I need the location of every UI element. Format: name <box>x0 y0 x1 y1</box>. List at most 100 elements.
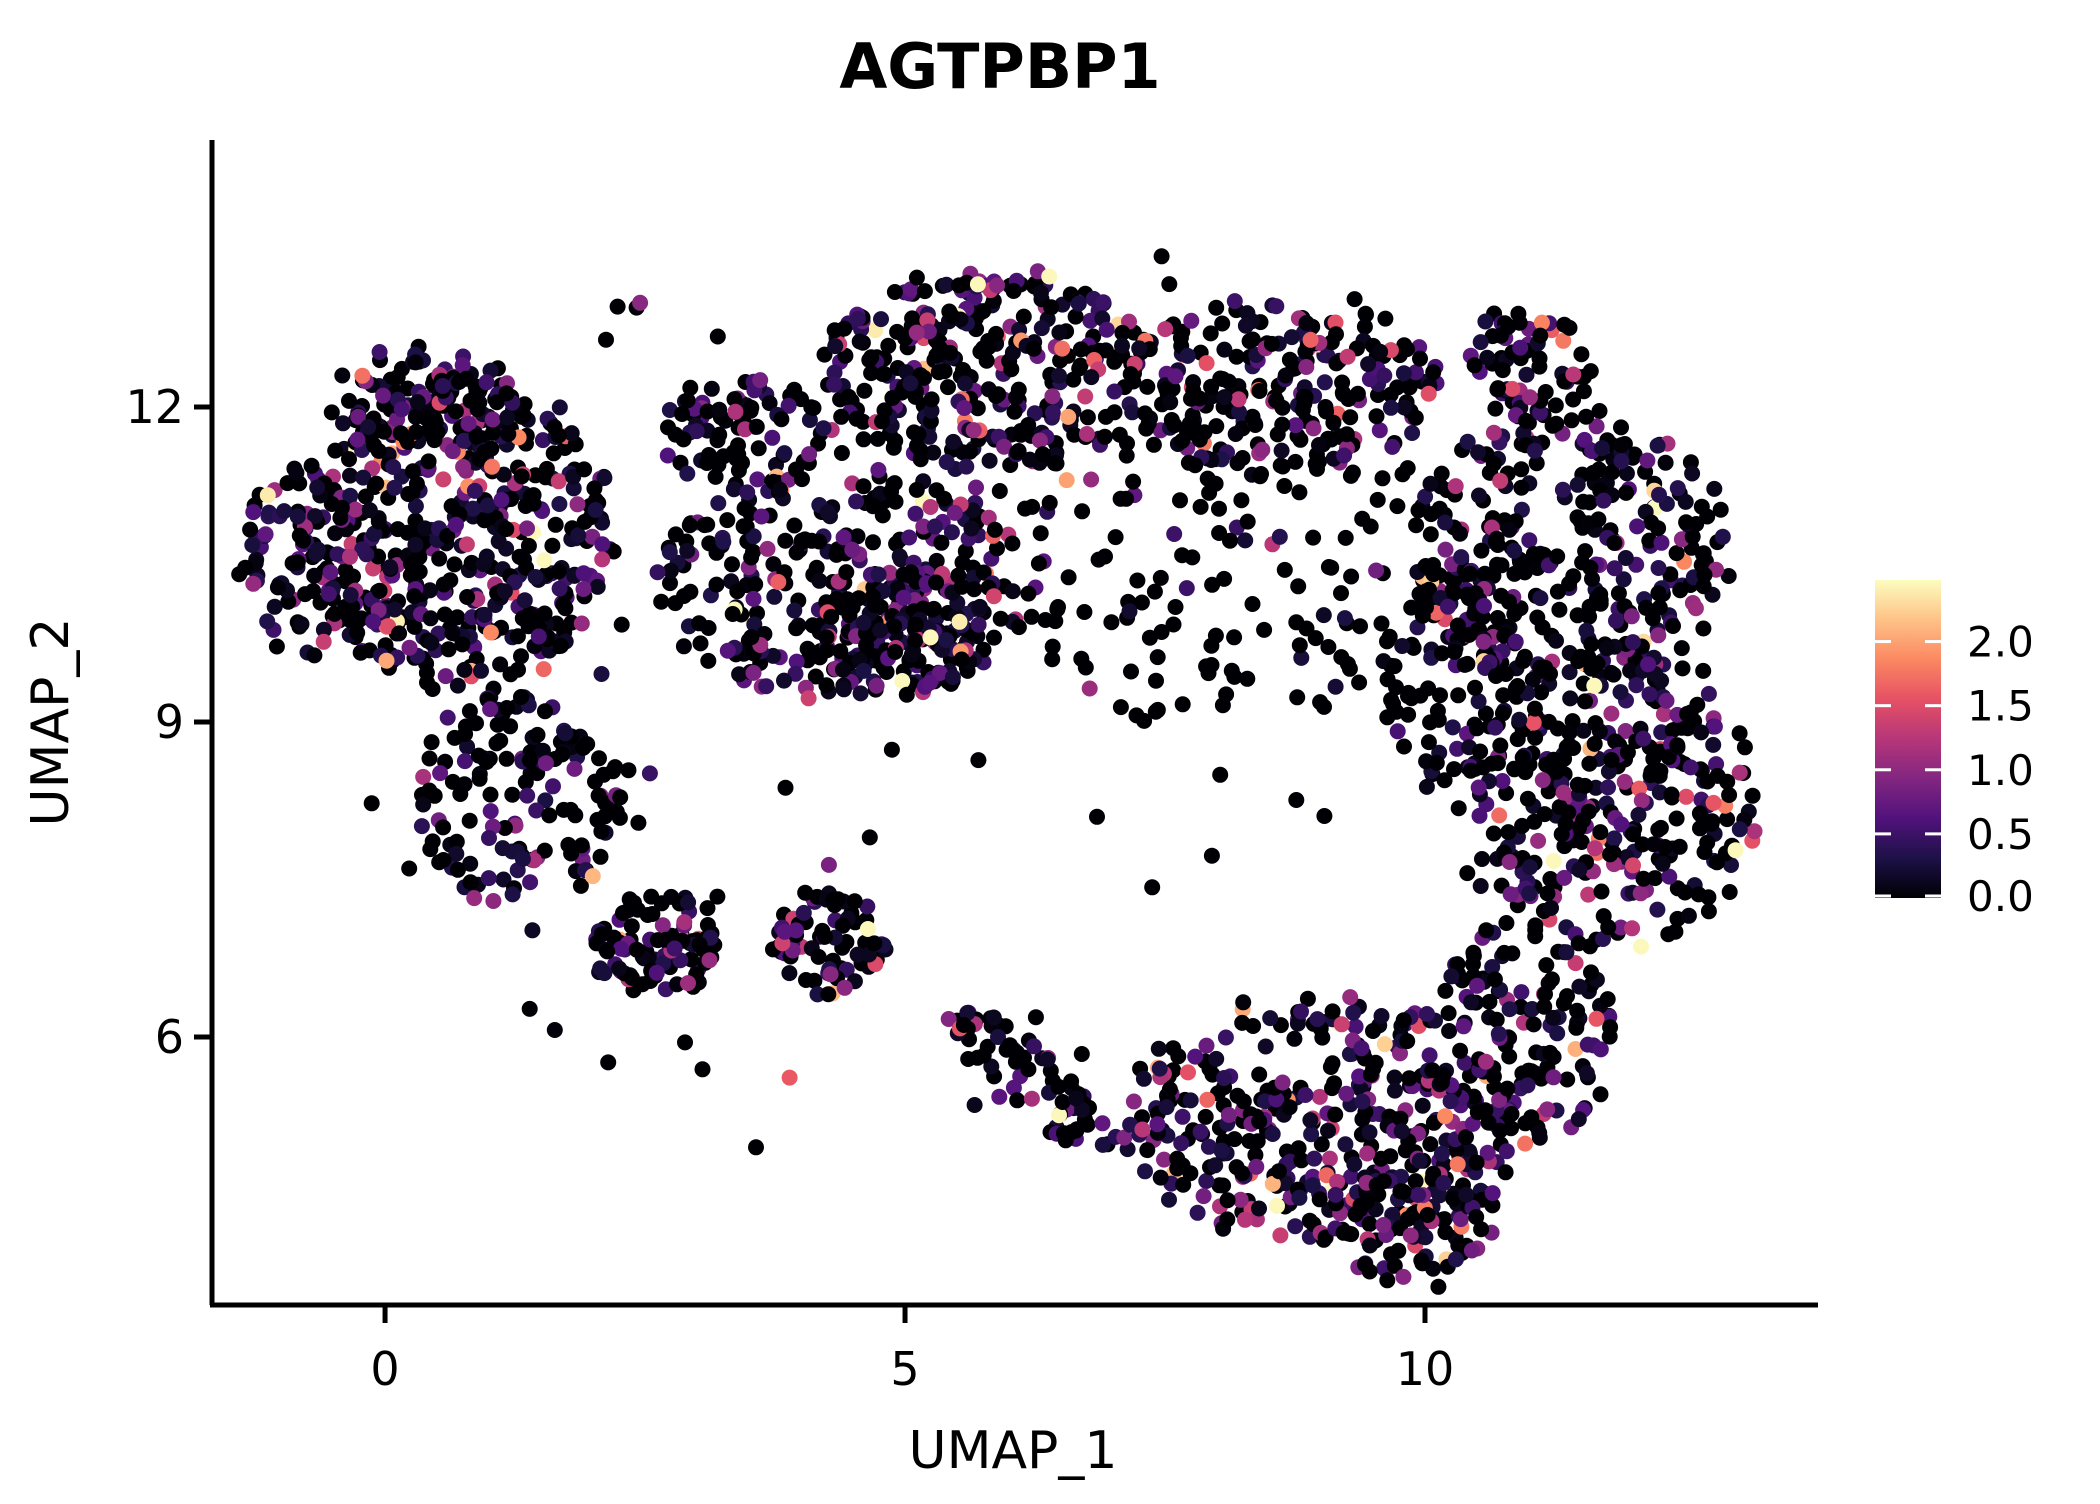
cell-point <box>1114 324 1131 341</box>
cell-point <box>492 656 509 673</box>
cell-point <box>1575 722 1592 739</box>
cell-point <box>1371 422 1388 439</box>
x-axis-title: UMAP_1 <box>909 1421 1118 1481</box>
cell-point <box>1662 566 1679 583</box>
cell-point <box>385 459 402 475</box>
cell-point <box>677 1034 693 1051</box>
cell-point <box>1316 374 1333 391</box>
cell-point <box>1684 528 1701 545</box>
cell-point <box>1506 565 1523 582</box>
cell-point <box>1347 1206 1364 1223</box>
cell-point <box>1049 601 1066 618</box>
cell-point <box>609 298 626 315</box>
cell-point <box>1660 926 1677 943</box>
cell-point <box>869 430 886 447</box>
cell-point <box>1472 878 1489 894</box>
cell-point <box>1488 668 1504 684</box>
cell-point <box>1484 959 1501 975</box>
cell-point <box>786 381 803 398</box>
cell-point <box>1459 865 1476 882</box>
cell-point <box>1588 418 1605 435</box>
cell-point <box>868 677 885 694</box>
cell-point <box>1072 341 1089 358</box>
cell-point <box>649 564 666 581</box>
cell-point <box>1077 388 1094 405</box>
cell-point <box>456 753 473 770</box>
cell-point <box>1653 534 1670 551</box>
cell-point <box>1518 366 1535 383</box>
cell-point <box>1276 561 1293 578</box>
cell-point <box>970 616 987 633</box>
cell-point <box>1251 1066 1268 1083</box>
cell-point <box>511 548 528 565</box>
cell-point <box>1512 339 1529 356</box>
cell-point <box>1466 357 1483 374</box>
cell-point <box>476 444 493 460</box>
cell-point <box>1009 444 1026 461</box>
cell-point <box>1031 432 1048 449</box>
cell-point <box>499 409 516 426</box>
x-tick-label: 10 <box>1396 1342 1455 1396</box>
cell-point <box>1041 268 1058 285</box>
cell-point <box>1650 627 1667 644</box>
cell-point <box>1199 1091 1216 1108</box>
cell-point <box>1329 1173 1346 1190</box>
cell-point <box>519 787 536 804</box>
cell-point <box>748 418 765 435</box>
cell-point <box>269 579 286 596</box>
cell-point <box>1479 1144 1496 1161</box>
cell-point <box>1576 431 1593 448</box>
cell-point <box>1517 764 1534 781</box>
cell-point <box>1586 840 1603 857</box>
cell-point <box>1461 626 1478 643</box>
cell-point <box>1453 549 1470 566</box>
cell-point <box>1354 1093 1371 1110</box>
cell-point <box>1051 367 1067 384</box>
cell-point <box>555 596 572 613</box>
cell-point <box>1433 1145 1450 1162</box>
cell-point <box>370 513 387 530</box>
cell-point <box>1437 541 1454 558</box>
cell-point <box>461 812 478 829</box>
cell-point <box>1440 1005 1457 1022</box>
cell-point <box>1470 444 1486 461</box>
cell-point <box>1531 1129 1548 1146</box>
cell-point <box>810 948 827 965</box>
cell-point <box>1343 1168 1360 1185</box>
cell-point <box>851 333 868 350</box>
cell-point <box>347 501 364 518</box>
cell-point <box>1372 343 1389 360</box>
cell-point <box>320 586 337 602</box>
cell-point <box>707 468 724 485</box>
cell-point <box>1309 1011 1326 1028</box>
cell-point <box>866 597 883 614</box>
cell-point <box>861 829 878 846</box>
cell-point <box>1395 1012 1412 1029</box>
cell-point <box>1539 1101 1556 1118</box>
cell-point <box>1361 1124 1378 1141</box>
cell-point <box>360 419 377 435</box>
cell-point <box>341 392 357 409</box>
cell-point <box>612 789 629 806</box>
cell-point <box>1559 1071 1576 1088</box>
cell-point <box>1420 385 1437 402</box>
cell-point <box>375 387 392 404</box>
cell-point <box>1468 1209 1485 1225</box>
cell-point <box>1706 480 1723 497</box>
cell-point <box>572 877 589 894</box>
cell-point <box>1299 990 1316 1007</box>
cell-point <box>498 521 515 538</box>
cell-point <box>878 664 895 680</box>
cell-point <box>1277 367 1294 384</box>
cell-point <box>408 475 425 492</box>
cell-point <box>1342 989 1359 1006</box>
cell-point <box>1669 737 1686 754</box>
cell-point <box>933 534 950 551</box>
cell-point <box>406 618 423 635</box>
cell-point <box>676 914 693 931</box>
cell-point <box>1526 700 1543 717</box>
cell-point <box>1577 543 1594 560</box>
cell-point <box>1151 1060 1168 1077</box>
cell-point <box>923 391 940 408</box>
cell-point <box>573 615 590 632</box>
